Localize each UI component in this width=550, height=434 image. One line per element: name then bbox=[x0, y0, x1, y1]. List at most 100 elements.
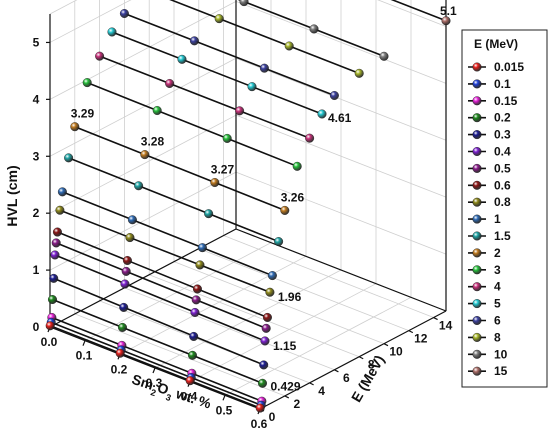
legend-marker bbox=[472, 163, 482, 173]
grid-line bbox=[377, 0, 447, 27]
data-point-0.2 bbox=[47, 295, 57, 305]
legend-label: 10 bbox=[494, 347, 508, 361]
grid-line bbox=[235, 0, 447, 84]
legend-label: 5 bbox=[494, 297, 501, 311]
legend-marker bbox=[472, 113, 482, 123]
legend-marker bbox=[472, 96, 482, 106]
legend-marker bbox=[472, 248, 482, 258]
y-tick-mark bbox=[433, 316, 438, 321]
data-point-0.3 bbox=[49, 273, 59, 283]
data-label: 1.96 bbox=[278, 290, 302, 304]
x-tick-label: 0.1 bbox=[76, 349, 93, 363]
data-point-10 bbox=[379, 51, 389, 61]
data-point-1.5 bbox=[274, 237, 284, 247]
legend-item-0.015: 0.015 bbox=[468, 60, 524, 74]
x-tick-label: 0.2 bbox=[111, 362, 128, 376]
z-tick-label: 4 bbox=[33, 92, 40, 106]
z-axis-label: HVL (cm) bbox=[4, 165, 20, 226]
legend-label: 0.4 bbox=[494, 145, 511, 159]
data-point-0.5 bbox=[261, 323, 271, 333]
legend-item-0.15: 0.15 bbox=[468, 94, 518, 108]
data-point-1 bbox=[57, 187, 67, 197]
data-point-0.015 bbox=[185, 376, 195, 386]
data-point-0.2 bbox=[187, 350, 197, 360]
legend-marker bbox=[472, 197, 482, 207]
data-point-3 bbox=[152, 106, 162, 116]
grid-line bbox=[154, 269, 342, 369]
data-point-1.5 bbox=[64, 153, 74, 163]
y-tick-label: 14 bbox=[439, 319, 453, 333]
z-tick-label: 3 bbox=[33, 149, 40, 163]
legend-marker bbox=[472, 146, 482, 156]
data-point-0.8 bbox=[55, 205, 65, 215]
y-tick-label: 0 bbox=[269, 410, 276, 424]
legend-item-8: 8 bbox=[468, 330, 501, 344]
series-line-0.5 bbox=[55, 242, 267, 330]
x-tick-label: 0.5 bbox=[216, 403, 233, 417]
legend-label: 1.5 bbox=[494, 229, 511, 243]
data-point-0.8 bbox=[195, 260, 205, 270]
y-tick-mark bbox=[309, 382, 314, 386]
z-tick-label: 0 bbox=[33, 320, 40, 334]
box-edge bbox=[235, 228, 447, 312]
legend-frame bbox=[461, 29, 548, 388]
series-line-0.015 bbox=[49, 325, 261, 409]
data-labels: 5.1 4.61 3.29 3.28 3.27 3.26 1.96 1.15 0.429 bbox=[71, 4, 457, 394]
legend-label: 15 bbox=[494, 364, 508, 378]
legend-item-6: 6 bbox=[468, 314, 501, 328]
x-tick-label: 0.6 bbox=[251, 417, 268, 431]
series-line-0.1 bbox=[50, 321, 262, 406]
legend-marker bbox=[472, 79, 482, 89]
legend-label: 1 bbox=[494, 212, 501, 226]
x-tick-mark bbox=[82, 340, 86, 346]
data-point-4 bbox=[95, 51, 105, 61]
y-tick-mark bbox=[284, 395, 290, 399]
data-point-8 bbox=[354, 68, 364, 78]
legend-marker bbox=[472, 62, 482, 72]
legend-item-0.4: 0.4 bbox=[468, 145, 511, 159]
legend-item-0.3: 0.3 bbox=[468, 128, 511, 142]
data-point-0.6 bbox=[262, 312, 272, 322]
legend-item-1.5: 1.5 bbox=[468, 229, 511, 243]
legend-item-0.6: 0.6 bbox=[468, 178, 511, 192]
z-tick-label: 1 bbox=[33, 263, 40, 277]
series-line-10 bbox=[237, 0, 385, 58]
series-line-1.5 bbox=[68, 157, 279, 243]
grid-line bbox=[124, 287, 335, 371]
data-point-15 bbox=[441, 16, 451, 26]
legend-item-0.5: 0.5 bbox=[468, 161, 511, 175]
series-line-3 bbox=[86, 81, 298, 168]
series-lines bbox=[49, 0, 447, 409]
data-label: 3.28 bbox=[141, 135, 165, 149]
legend-marker bbox=[472, 214, 482, 224]
data-point-3 bbox=[222, 133, 232, 143]
data-point-0.4 bbox=[260, 336, 270, 346]
series-line-15 bbox=[390, 0, 447, 22]
x-tick-label: 0.4 bbox=[181, 390, 198, 404]
grid-line bbox=[235, 114, 447, 198]
legend-label: 0.6 bbox=[494, 178, 511, 192]
y-tick-label: 12 bbox=[414, 332, 428, 346]
legend-marker bbox=[472, 180, 482, 190]
grid-line bbox=[235, 57, 447, 141]
y-tick-label: 4 bbox=[318, 384, 325, 398]
x-tick-label: 0.0 bbox=[41, 335, 58, 349]
data-label: 3.27 bbox=[211, 163, 235, 177]
x-tick-mark bbox=[152, 367, 156, 374]
legend-item-5: 5 bbox=[468, 297, 501, 311]
series-line-6 bbox=[124, 12, 335, 97]
grid-line bbox=[224, 296, 412, 396]
legend: E (MeV) 0.015 0.1 0.15 0.2 0.3 0.4 0.5 0.6 0.8 1 1… bbox=[461, 29, 548, 388]
y-tick-label: 2 bbox=[293, 397, 300, 411]
legend-title: E (MeV) bbox=[474, 37, 518, 51]
data-point-0.2 bbox=[117, 322, 127, 332]
data-point-0.4 bbox=[50, 250, 60, 260]
z-tick-label: 5 bbox=[33, 35, 40, 49]
grid-line bbox=[99, 300, 310, 384]
y-tick-mark bbox=[408, 330, 414, 334]
box-edge bbox=[49, 0, 78, 15]
data-point-2 bbox=[280, 205, 290, 215]
legend-item-2: 2 bbox=[468, 246, 501, 260]
data-point-5 bbox=[317, 109, 327, 119]
